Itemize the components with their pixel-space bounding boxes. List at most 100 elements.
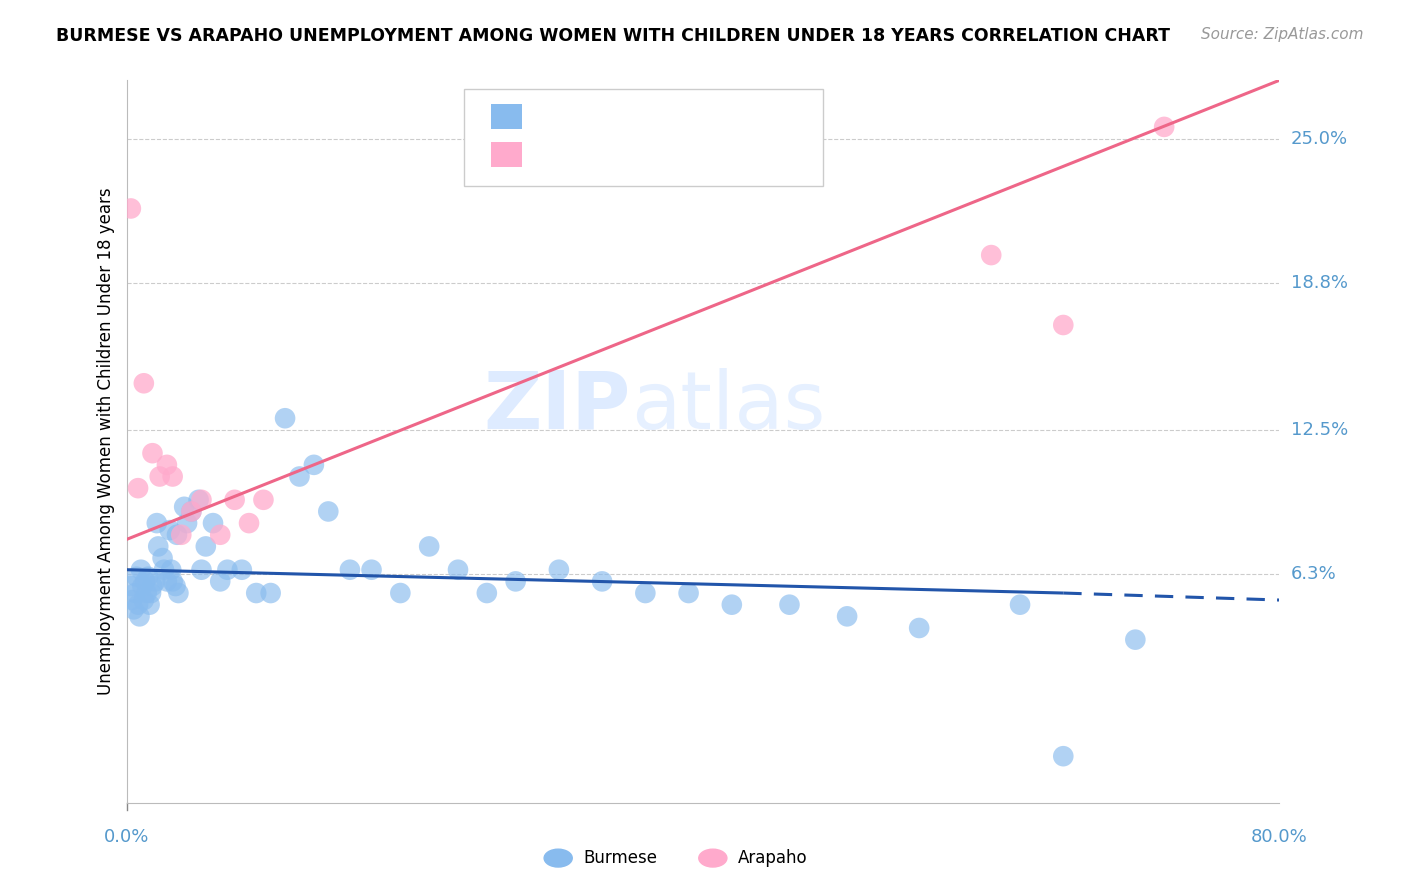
Text: Arapaho: Arapaho [738,849,808,867]
Point [1052,318,1074,332]
Point [475,586,498,600]
Text: R =: R = [536,145,575,163]
Point [245,586,267,600]
Point [135,586,157,600]
Point [259,586,281,600]
Point [209,574,232,589]
Point [209,528,232,542]
Point [360,563,382,577]
Point [418,540,440,554]
Text: R =: R = [536,108,575,126]
Point [678,586,700,600]
Point [166,528,188,542]
Text: Source: ZipAtlas.com: Source: ZipAtlas.com [1201,27,1364,42]
Point [180,504,202,518]
Point [721,598,744,612]
Point [908,621,931,635]
Point [162,574,184,589]
Point [160,563,183,577]
Text: 25.0%: 25.0% [1291,129,1348,147]
Text: 62: 62 [690,108,716,126]
Text: 0.683: 0.683 [578,145,641,163]
Point [190,563,212,577]
Point [173,500,195,514]
Point [252,492,274,507]
Text: Burmese: Burmese [583,849,658,867]
Text: 0.0%: 0.0% [104,828,149,846]
Point [389,586,412,600]
Text: 12.5%: 12.5% [1291,421,1348,439]
Point [146,516,169,530]
Text: BURMESE VS ARAPAHO UNEMPLOYMENT AMONG WOMEN WITH CHILDREN UNDER 18 YEARS CORRELA: BURMESE VS ARAPAHO UNEMPLOYMENT AMONG WO… [56,27,1170,45]
Point [1010,598,1032,612]
Point [145,574,166,589]
Point [194,540,217,554]
Point [180,504,202,518]
Text: -0.066: -0.066 [578,108,643,126]
Point [152,551,174,566]
Point [238,516,260,530]
Point [318,504,340,518]
Point [129,563,152,577]
Text: 80.0%: 80.0% [1251,828,1308,846]
Point [138,598,160,612]
Point [187,492,209,507]
Point [122,602,145,616]
Point [149,469,172,483]
Point [170,528,193,542]
Point [779,598,801,612]
Point [131,579,153,593]
Point [288,469,311,483]
Point [591,574,613,589]
Point [159,523,181,537]
Point [1125,632,1147,647]
Point [120,202,142,216]
Point [1052,749,1074,764]
Point [302,458,325,472]
Text: 6.3%: 6.3% [1291,566,1336,583]
Point [339,563,361,577]
Point [127,481,149,495]
Point [156,458,179,472]
Point [505,574,527,589]
Point [139,586,162,600]
Point [120,579,142,593]
Text: ZIP: ZIP [484,368,631,446]
Point [132,593,155,607]
Point [132,376,155,391]
Point [231,563,253,577]
Point [980,248,1002,262]
Point [156,574,179,589]
Point [121,593,143,607]
Point [548,563,571,577]
Point [141,579,163,593]
Point [127,598,149,612]
Text: 17: 17 [690,145,716,163]
Point [274,411,297,425]
Point [134,574,156,589]
Point [128,609,150,624]
Text: 18.8%: 18.8% [1291,274,1347,292]
Point [124,586,146,600]
Point [447,563,470,577]
Point [148,540,170,554]
Point [224,492,246,507]
Y-axis label: Unemployment Among Women with Children Under 18 years: Unemployment Among Women with Children U… [97,187,115,696]
Point [634,586,657,600]
Point [835,609,858,624]
Text: N =: N = [652,108,692,126]
Point [176,516,198,530]
Point [167,586,190,600]
Point [165,579,187,593]
Point [202,516,225,530]
Point [1153,120,1175,134]
Point [136,570,159,584]
Point [141,446,163,460]
Point [217,563,239,577]
Point [153,563,176,577]
Point [125,570,148,584]
Point [162,469,184,483]
Point [190,492,212,507]
Text: atlas: atlas [631,368,825,446]
Text: N =: N = [652,145,692,163]
